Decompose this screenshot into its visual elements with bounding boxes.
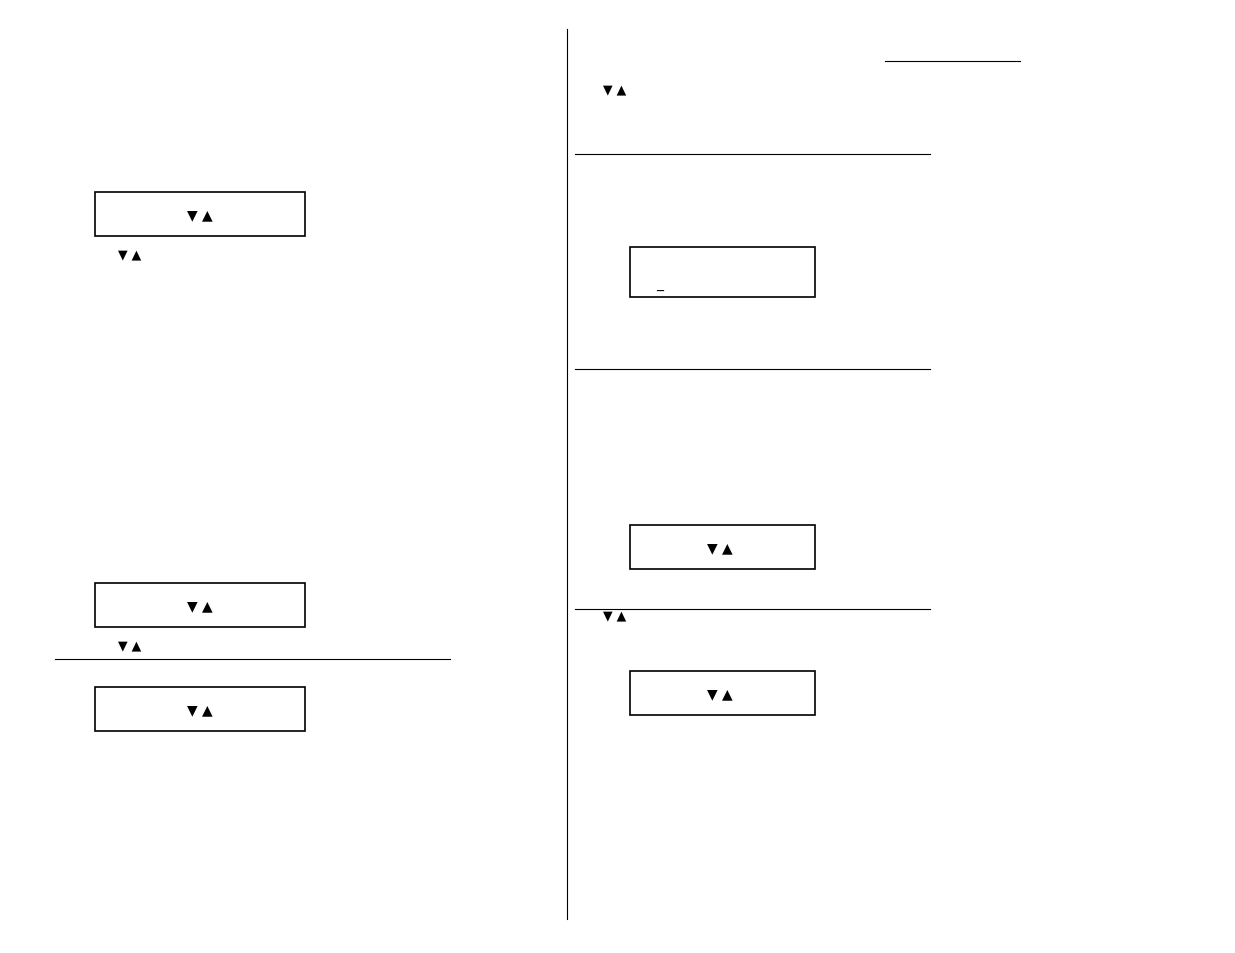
Bar	[630, 248, 815, 297]
Text: ▼ ▲: ▼ ▲	[708, 686, 732, 700]
Text: ▼ ▲: ▼ ▲	[188, 208, 212, 222]
Bar	[95, 687, 305, 731]
Bar	[630, 671, 815, 716]
Text: ▼ ▲: ▼ ▲	[188, 702, 212, 717]
Text: _: _	[657, 277, 663, 292]
Text: ▼ ▲: ▼ ▲	[708, 540, 732, 555]
Text: ▼ ▲: ▼ ▲	[604, 609, 626, 622]
Text: ▼ ▲: ▼ ▲	[604, 84, 626, 96]
Bar	[630, 525, 815, 569]
Text: ▼ ▲: ▼ ▲	[119, 639, 142, 652]
Text: ▼ ▲: ▼ ▲	[119, 248, 142, 261]
Bar	[95, 583, 305, 627]
Bar	[95, 193, 305, 236]
Text: ▼ ▲: ▼ ▲	[188, 598, 212, 613]
